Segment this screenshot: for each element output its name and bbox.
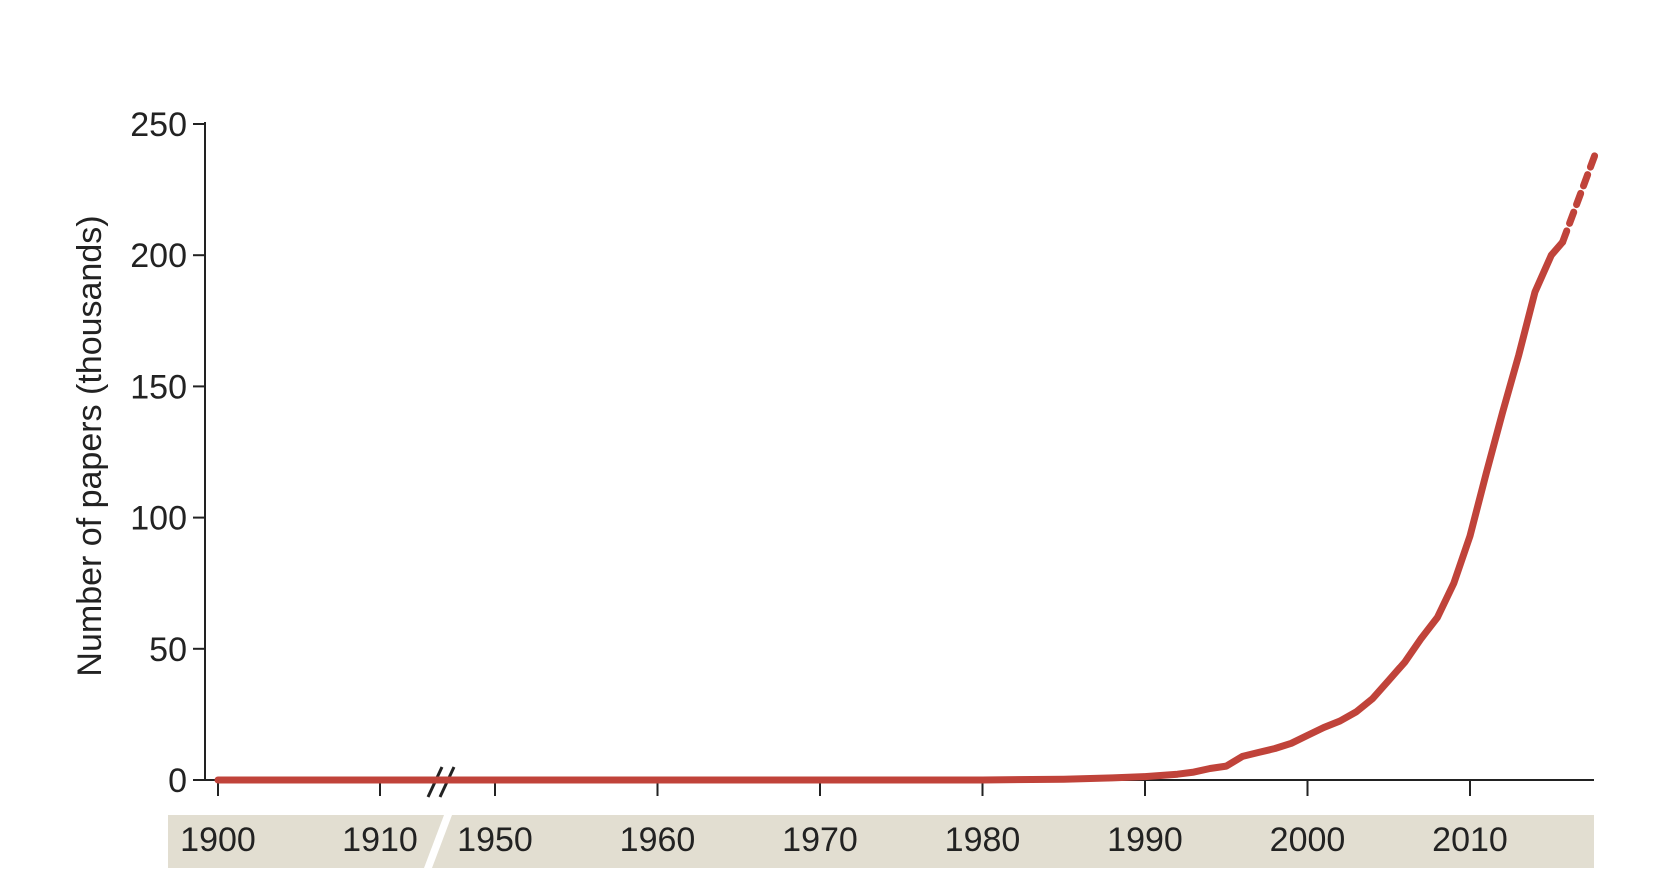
y-tick-label: 100	[130, 500, 187, 538]
y-axis-title: Number of papers (thousands)	[71, 215, 109, 676]
x-tick-label: 1970	[782, 821, 858, 859]
y-tick-label: 150	[130, 368, 187, 406]
x-tick-label: 1910	[342, 821, 418, 859]
series-line	[214, 238, 1567, 784]
y-axis-ticks: 0 50 100 150 200 250	[130, 106, 205, 800]
x-tick-label: 1990	[1107, 821, 1183, 859]
series-line-projection	[1559, 146, 1601, 246]
x-tick-label: 2010	[1432, 821, 1508, 859]
x-axis-band-left	[168, 815, 444, 868]
y-tick-label: 200	[130, 237, 187, 275]
x-tick-label: 1950	[457, 821, 533, 859]
x-tick-label: 2000	[1270, 821, 1346, 859]
x-tick-label: 1900	[180, 821, 256, 859]
y-tick-label: 250	[130, 106, 187, 144]
x-axis-band-right	[432, 815, 1594, 868]
x-tick-label: 1980	[945, 821, 1021, 859]
y-tick-label: 50	[149, 631, 187, 669]
x-tick-label: 1960	[620, 821, 696, 859]
y-tick-label: 0	[168, 762, 187, 800]
x-axis-ticks: 1900 1910 1950 1960 1970 1980 1990 2000 2010	[180, 780, 1508, 859]
series-layer	[214, 146, 1601, 784]
